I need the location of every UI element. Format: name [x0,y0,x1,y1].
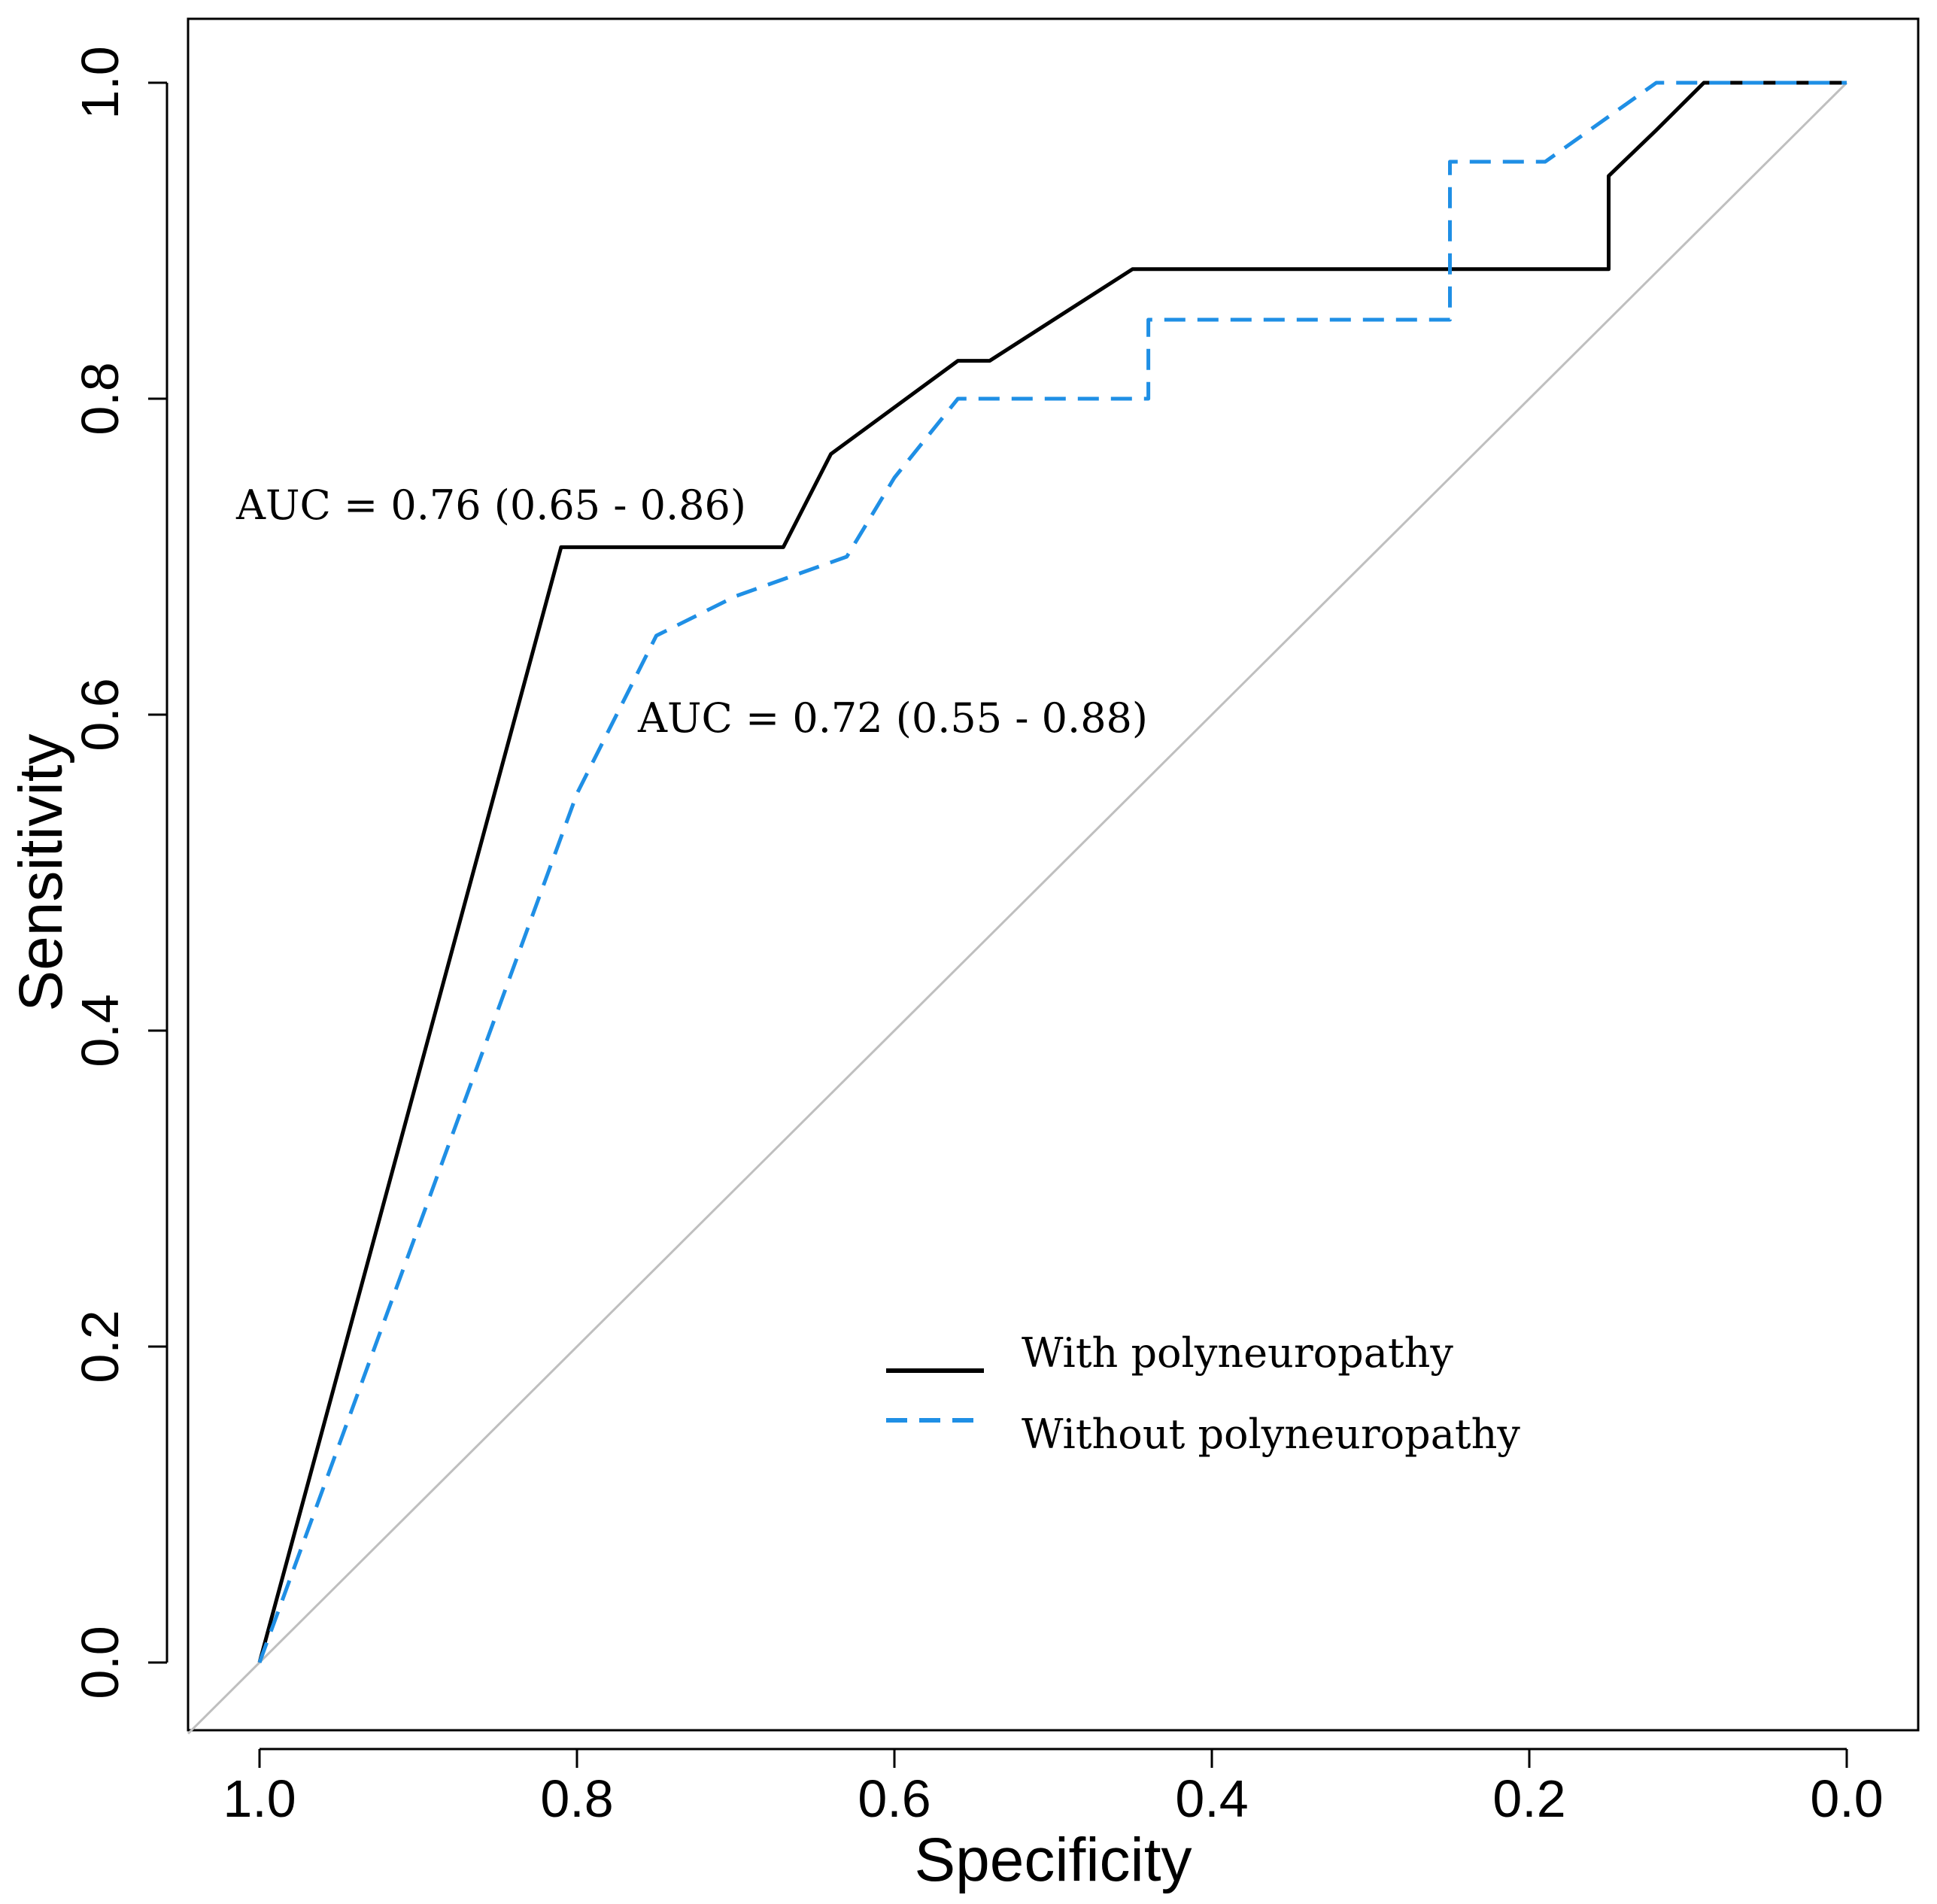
x-axis-title: Specificity [914,1826,1192,1894]
y-axis-title: Sensitivity [7,733,75,1011]
plot-frame [187,17,1920,1732]
x-tick-label: 0.0 [1810,1769,1883,1828]
x-tick-label: 0.8 [540,1769,613,1828]
x-tick-label: 1.0 [223,1769,296,1828]
legend-label-with: With polyneuropathy [1022,1329,1453,1377]
y-tick-label: 0.6 [71,678,129,751]
y-axis: 0.0 0.2 0.4 0.6 0.8 1.0 [71,46,169,1699]
y-tick-label: 0.8 [71,362,129,435]
x-tick-label: 0.4 [1175,1769,1248,1828]
y-tick-label: 0.0 [71,1626,129,1699]
series-with-polyneuropathy [257,80,1847,1663]
reference-diagonal [187,81,1848,1735]
x-axis: 1.0 0.8 0.6 0.4 0.2 0.0 [223,1748,1884,1828]
legend: With polyneuropathy Without polyneuropat… [886,1329,1520,1458]
x-tick-label: 0.6 [858,1769,931,1828]
y-tick-label: 0.4 [71,994,129,1067]
y-tick-label: 1.0 [71,46,129,119]
auc-annotation-with: AUC = 0.76 (0.65 - 0.86) [235,481,746,529]
y-tick-label: 0.2 [71,1310,129,1383]
auc-annotation-without: AUC = 0.72 (0.55 - 0.88) [637,694,1148,742]
x-tick-label: 0.2 [1492,1769,1565,1828]
series-layer [257,80,1847,1663]
legend-label-without: Without polyneuropathy [1022,1411,1520,1458]
series-without-polyneuropathy [257,80,1847,1663]
